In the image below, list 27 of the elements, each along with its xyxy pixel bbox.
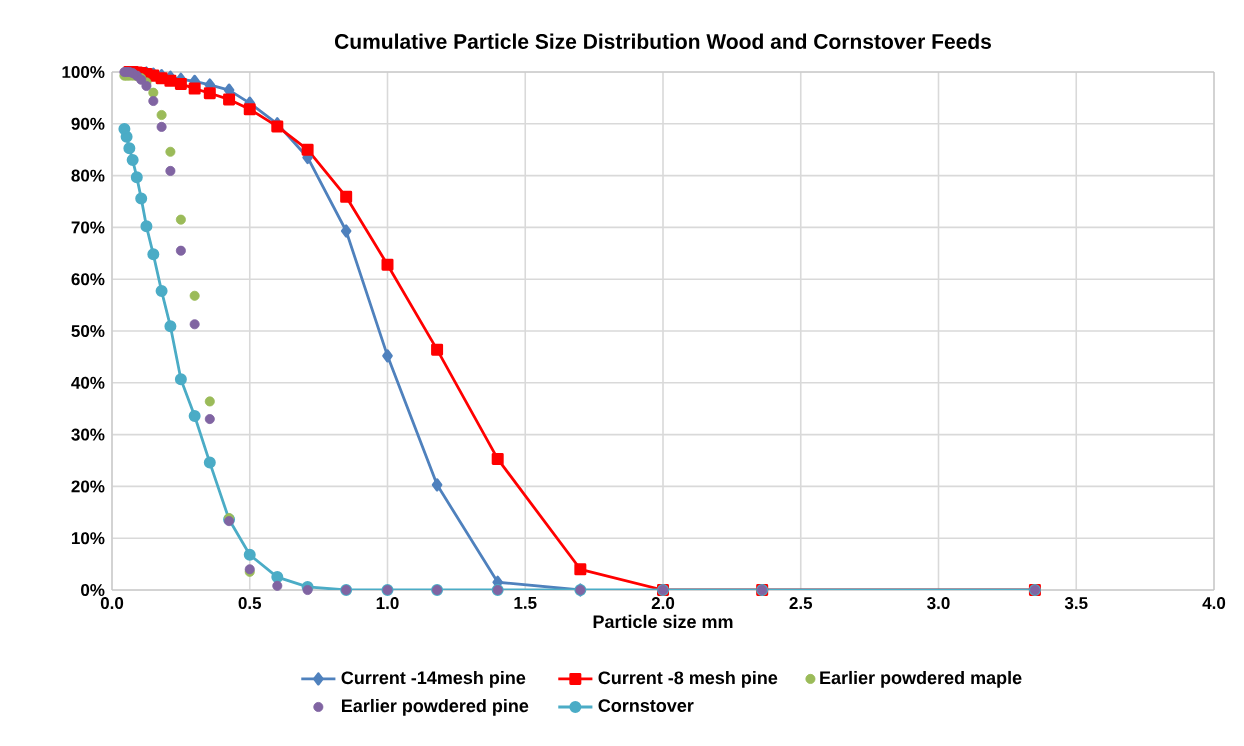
x-tick-label: 1.5 bbox=[514, 597, 537, 609]
x-tick-label: 2.5 bbox=[789, 597, 813, 610]
legend-label: Earlier powdered pine bbox=[342, 698, 529, 716]
y-tick-label: 50% bbox=[71, 324, 105, 338]
y-tick-label: 100% bbox=[62, 66, 105, 79]
legend-label: Current -8 mesh pine bbox=[598, 670, 778, 688]
x-tick-label: 3.0 bbox=[927, 597, 950, 610]
x-tick-label: 1.0 bbox=[376, 597, 399, 610]
y-tick-label: 0% bbox=[81, 584, 105, 597]
x-tick-label: 2.0 bbox=[651, 597, 675, 610]
y-tick-label: 40% bbox=[71, 376, 105, 389]
legend-label: Earlier powdered maple bbox=[820, 670, 1022, 688]
y-tick-label: 30% bbox=[71, 428, 105, 441]
x-tick-label: 4.0 bbox=[1202, 597, 1226, 610]
y-tick-label: 80% bbox=[71, 169, 105, 182]
y-tick-label: 10% bbox=[71, 532, 105, 545]
legend-label: Cornstover bbox=[598, 699, 694, 712]
legend-label: Current -14mesh pine bbox=[341, 670, 526, 688]
chart-title: Cumulative Particle Size Distribution Wood and Cornstover Feeds bbox=[334, 33, 991, 49]
x-tick-label: 0.0 bbox=[100, 597, 124, 610]
y-tick-label: 70% bbox=[71, 221, 105, 234]
x-axis-title: Particle size mm bbox=[593, 614, 733, 629]
y-tick-label: 90% bbox=[71, 117, 105, 130]
y-tick-label: 60% bbox=[71, 273, 105, 286]
x-tick-label: 0.5 bbox=[238, 597, 262, 610]
y-tick-label: 20% bbox=[71, 480, 105, 493]
x-tick-label: 3.5 bbox=[1064, 597, 1088, 610]
